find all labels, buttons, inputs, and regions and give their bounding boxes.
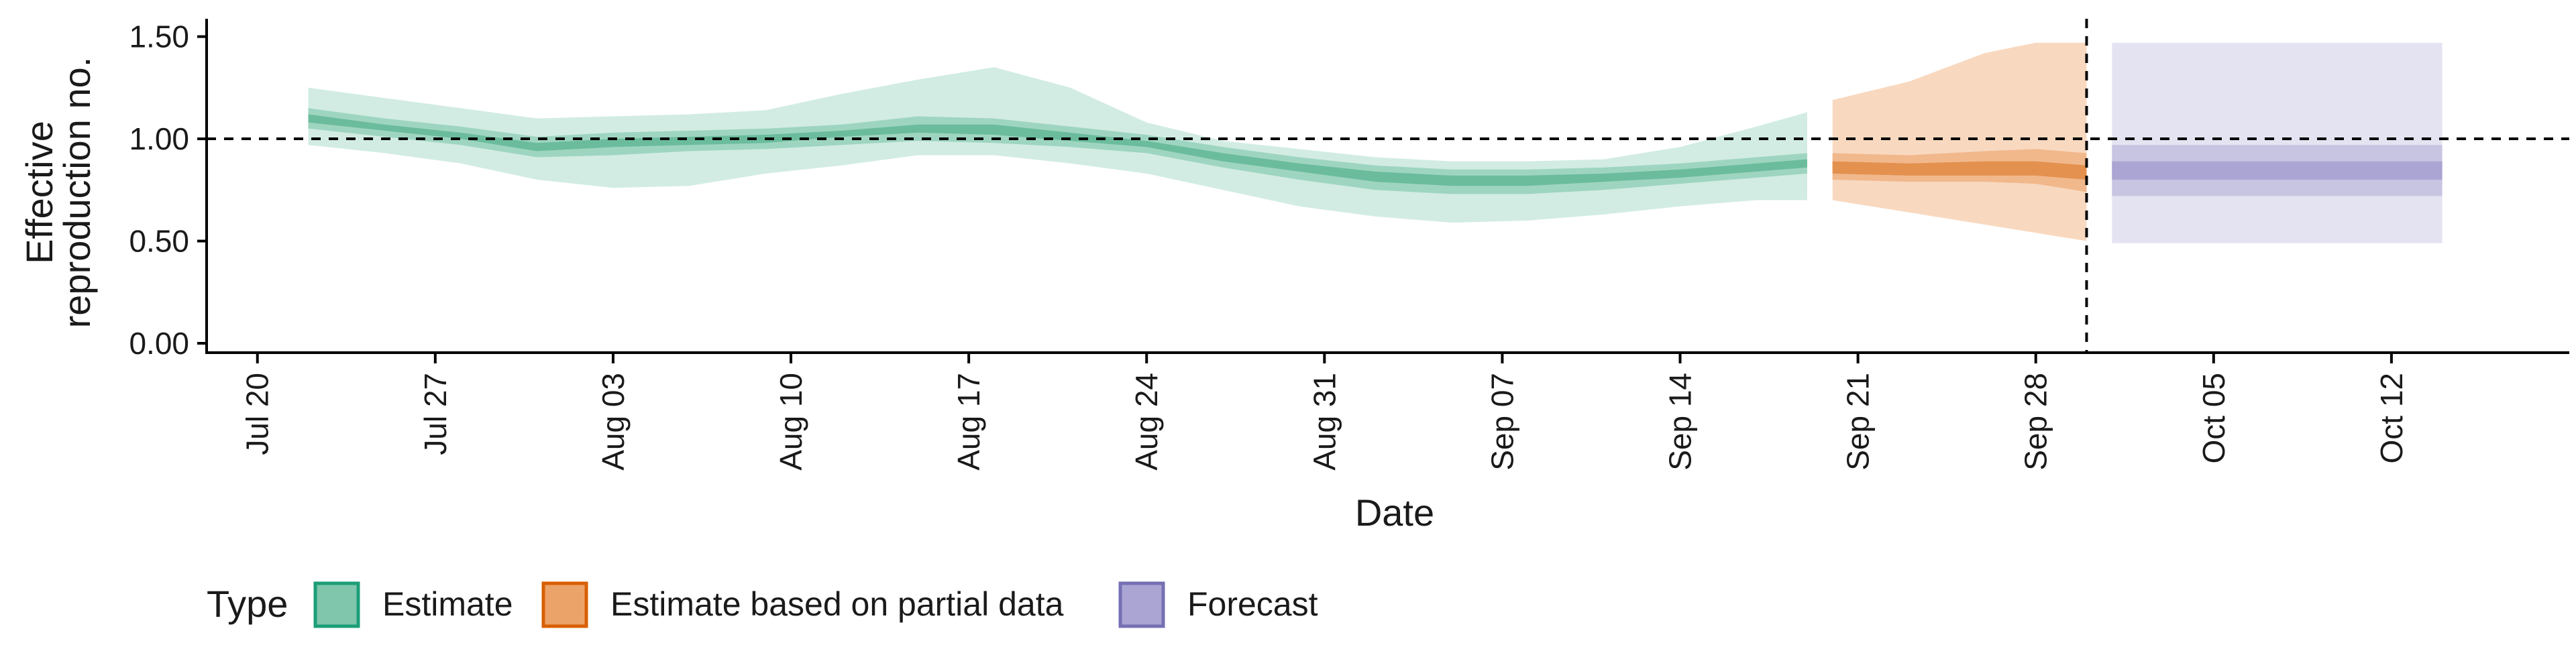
reference-lines [207, 19, 2569, 353]
legend-title: Type [207, 583, 288, 625]
axis-labels: Date Effectivereproduction no. [18, 57, 1434, 534]
x-tick-label-6: Aug 24 [1129, 373, 1164, 471]
band-inner-series-1 [308, 114, 1807, 186]
legend-label-1: Estimate [382, 585, 513, 623]
y-tick-label-1: 0.00 [129, 326, 189, 361]
y-tick-label-4: 1.50 [129, 19, 189, 54]
x-tick-label-1: Jul 20 [240, 373, 275, 455]
x-tick-label-2: Jul 27 [418, 373, 453, 455]
y-axis-title-line-2: reproduction no. [56, 57, 98, 329]
band-mid-series-1 [308, 108, 1807, 194]
y-tick-label-3: 1.00 [129, 121, 189, 156]
legend-label-2: Estimate based on partial data [610, 585, 1064, 623]
x-tick-label-11: Sep 28 [2019, 373, 2053, 471]
x-tick-label-13: Oct 12 [2374, 373, 2409, 464]
x-tick-label-12: Oct 05 [2196, 373, 2231, 464]
band-inner-series-2 [1832, 161, 2087, 180]
x-tick-label-4: Aug 10 [773, 373, 808, 471]
x-axis-title: Date [1355, 491, 1434, 534]
band-outer-series-3 [2112, 42, 2443, 243]
legend-swatch-2 [541, 581, 588, 628]
x-tick-label-8: Sep 07 [1485, 373, 1519, 471]
axes: 0.00 0.50 1.00 1.50 Jul 20 Jul 27 Aug 03 Aug 10… [129, 19, 2569, 471]
band-outer-series-2 [1832, 42, 2087, 241]
legend-label-3: Forecast [1187, 585, 1318, 623]
x-tick-label-9: Sep 14 [1663, 373, 1698, 471]
uncertainty-bands [308, 42, 2443, 243]
y-axis-title-line-1: Effective [18, 121, 60, 264]
legend-swatch-3 [1118, 581, 1165, 628]
legend-swatch-1 [313, 581, 360, 628]
x-tick-label-5: Aug 17 [951, 373, 986, 471]
band-inner-series-3 [2112, 161, 2443, 180]
legend: Type Estimate Estimate based on partial da… [207, 581, 1318, 628]
x-tick-label-7: Aug 31 [1307, 373, 1342, 471]
y-tick-label-2: 0.50 [129, 224, 189, 259]
x-tick-label-3: Aug 03 [596, 373, 631, 471]
x-tick-label-10: Sep 21 [1841, 373, 1876, 471]
y-axis-title: Effectivereproduction no. [18, 57, 98, 329]
